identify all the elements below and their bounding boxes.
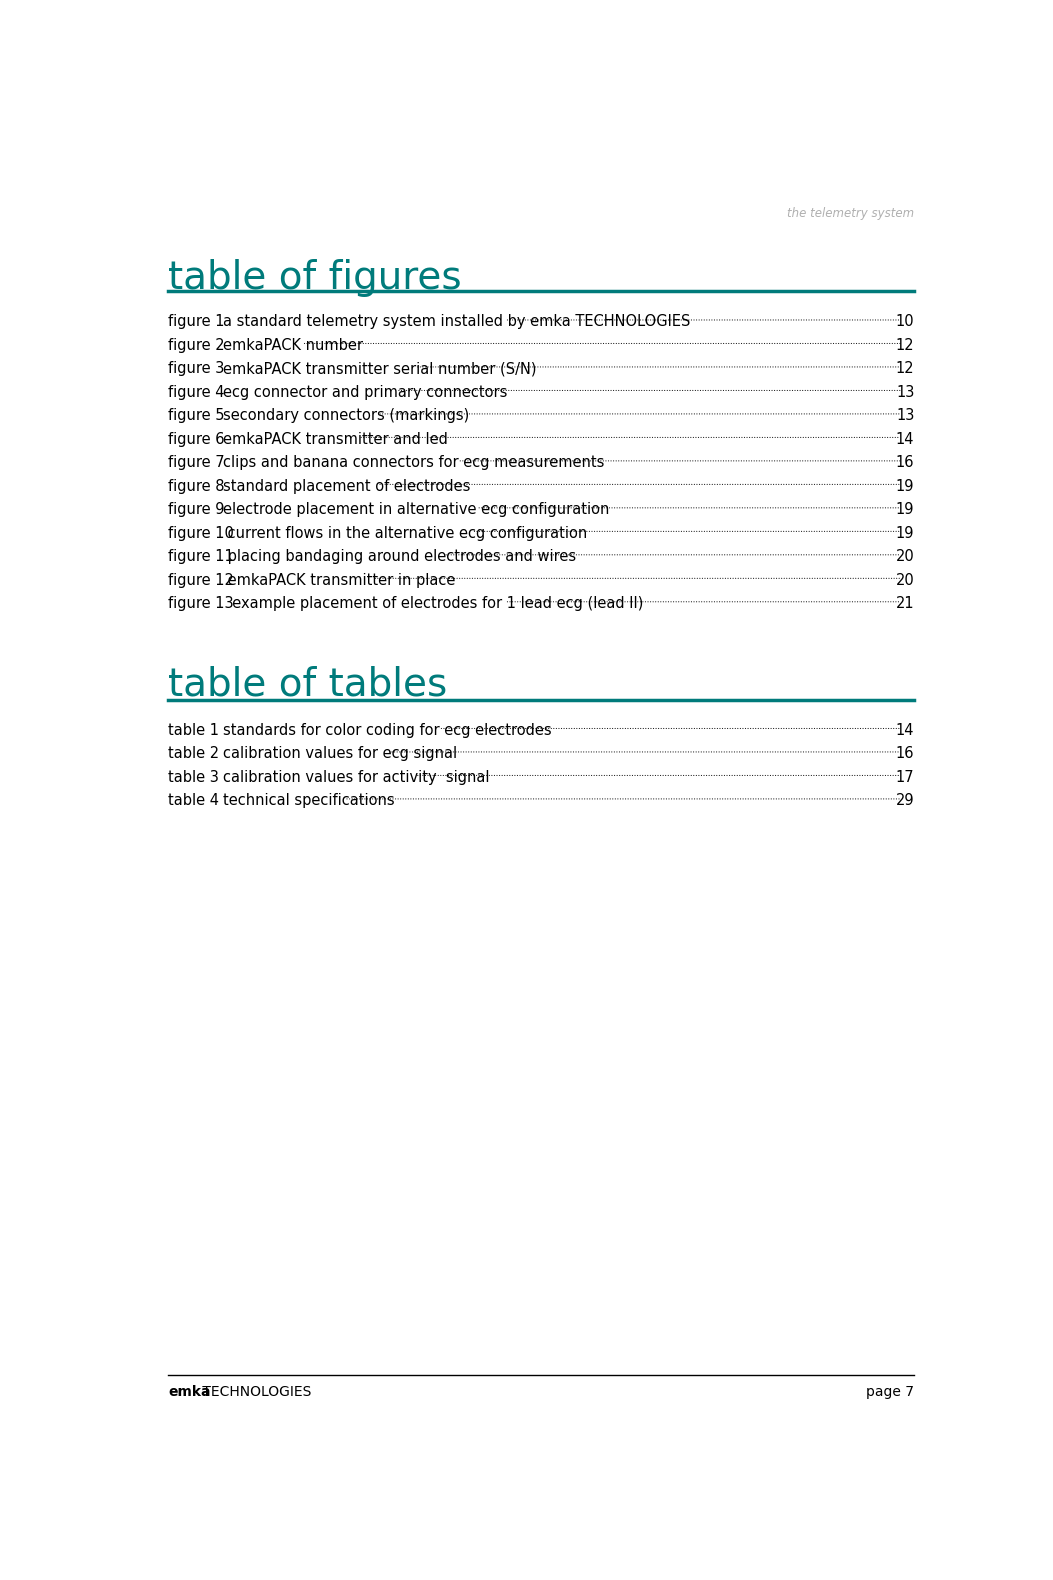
Text: table 4: table 4 bbox=[168, 793, 219, 809]
Text: figure 10: figure 10 bbox=[168, 526, 234, 540]
Text: placing bandaging around electrodes and wires: placing bandaging around electrodes and … bbox=[223, 550, 576, 564]
Text: 14: 14 bbox=[896, 431, 914, 447]
Text: 20: 20 bbox=[896, 572, 914, 588]
Text: calibration values for activity  signal: calibration values for activity signal bbox=[223, 769, 494, 785]
Text: 17: 17 bbox=[896, 769, 914, 785]
Text: technical specifications: technical specifications bbox=[223, 793, 399, 809]
Text: current flows in the alternative ecg configuration: current flows in the alternative ecg con… bbox=[223, 526, 592, 540]
Text: ecg connector and primary connectors: ecg connector and primary connectors bbox=[223, 386, 508, 400]
Text: figure 8: figure 8 bbox=[168, 479, 224, 493]
Text: 21: 21 bbox=[896, 596, 914, 611]
Text: table 3: table 3 bbox=[168, 769, 219, 785]
Text: emkaPACK transmitter and led: emkaPACK transmitter and led bbox=[223, 431, 448, 447]
Text: figure 4: figure 4 bbox=[168, 386, 224, 400]
Text: 14: 14 bbox=[896, 722, 914, 738]
Text: figure 9: figure 9 bbox=[168, 502, 224, 517]
Text: 19: 19 bbox=[896, 502, 914, 517]
Text: table 2: table 2 bbox=[168, 746, 219, 762]
Text: clips and banana connectors for ecg measurements: clips and banana connectors for ecg meas… bbox=[223, 455, 609, 471]
Text: figure 3: figure 3 bbox=[168, 362, 224, 376]
Text: calibration values for ecg signal: calibration values for ecg signal bbox=[223, 746, 462, 762]
Text: page 7: page 7 bbox=[867, 1384, 914, 1398]
Text: standard placement of electrodes: standard placement of electrodes bbox=[223, 479, 471, 493]
Text: table of figures: table of figures bbox=[168, 259, 461, 297]
Text: 29: 29 bbox=[896, 793, 914, 809]
Text: 10: 10 bbox=[896, 314, 914, 329]
Text: figure 5: figure 5 bbox=[168, 408, 224, 423]
Text: figure 2: figure 2 bbox=[168, 338, 224, 352]
Text: 19: 19 bbox=[896, 526, 914, 540]
Text: example placement of electrodes for 1 lead ecg (lead II): example placement of electrodes for 1 le… bbox=[223, 596, 648, 611]
Text: a standard telemetry system installed by emka TECHNOLOGIES: a standard telemetry system installed by… bbox=[223, 314, 695, 329]
Text: emkaPACK number: emkaPACK number bbox=[223, 338, 367, 352]
Text: 12: 12 bbox=[896, 338, 914, 352]
Text: electrode placement in alternative ecg configuration: electrode placement in alternative ecg c… bbox=[223, 502, 614, 517]
Text: standards for color coding for ecg electrodes: standards for color coding for ecg elect… bbox=[223, 722, 552, 738]
Text: emkaPACK transmitter in place: emkaPACK transmitter in place bbox=[223, 572, 460, 588]
Text: 20: 20 bbox=[896, 550, 914, 564]
Text: secondary connectors (markings): secondary connectors (markings) bbox=[223, 408, 474, 423]
Text: table 1: table 1 bbox=[168, 722, 219, 738]
Text: figure 13: figure 13 bbox=[168, 596, 234, 611]
Text: 19: 19 bbox=[896, 479, 914, 493]
Text: figure 12: figure 12 bbox=[168, 572, 234, 588]
Text: figure 1: figure 1 bbox=[168, 314, 224, 329]
Text: figure 6: figure 6 bbox=[168, 431, 224, 447]
Text: table of tables: table of tables bbox=[168, 665, 448, 703]
Text: emka: emka bbox=[168, 1384, 211, 1398]
Text: 13: 13 bbox=[896, 386, 914, 400]
Text: 12: 12 bbox=[896, 362, 914, 376]
Text: 16: 16 bbox=[896, 746, 914, 762]
Text: the telemetry system: the telemetry system bbox=[788, 207, 914, 220]
Text: 16: 16 bbox=[896, 455, 914, 471]
Text: figure 7: figure 7 bbox=[168, 455, 224, 471]
Text: TECHNOLOGIES: TECHNOLOGIES bbox=[198, 1384, 312, 1398]
Text: 13: 13 bbox=[896, 408, 914, 423]
Text: figure 11: figure 11 bbox=[168, 550, 234, 564]
Text: emkaPACK transmitter serial number (S/N): emkaPACK transmitter serial number (S/N) bbox=[223, 362, 537, 376]
